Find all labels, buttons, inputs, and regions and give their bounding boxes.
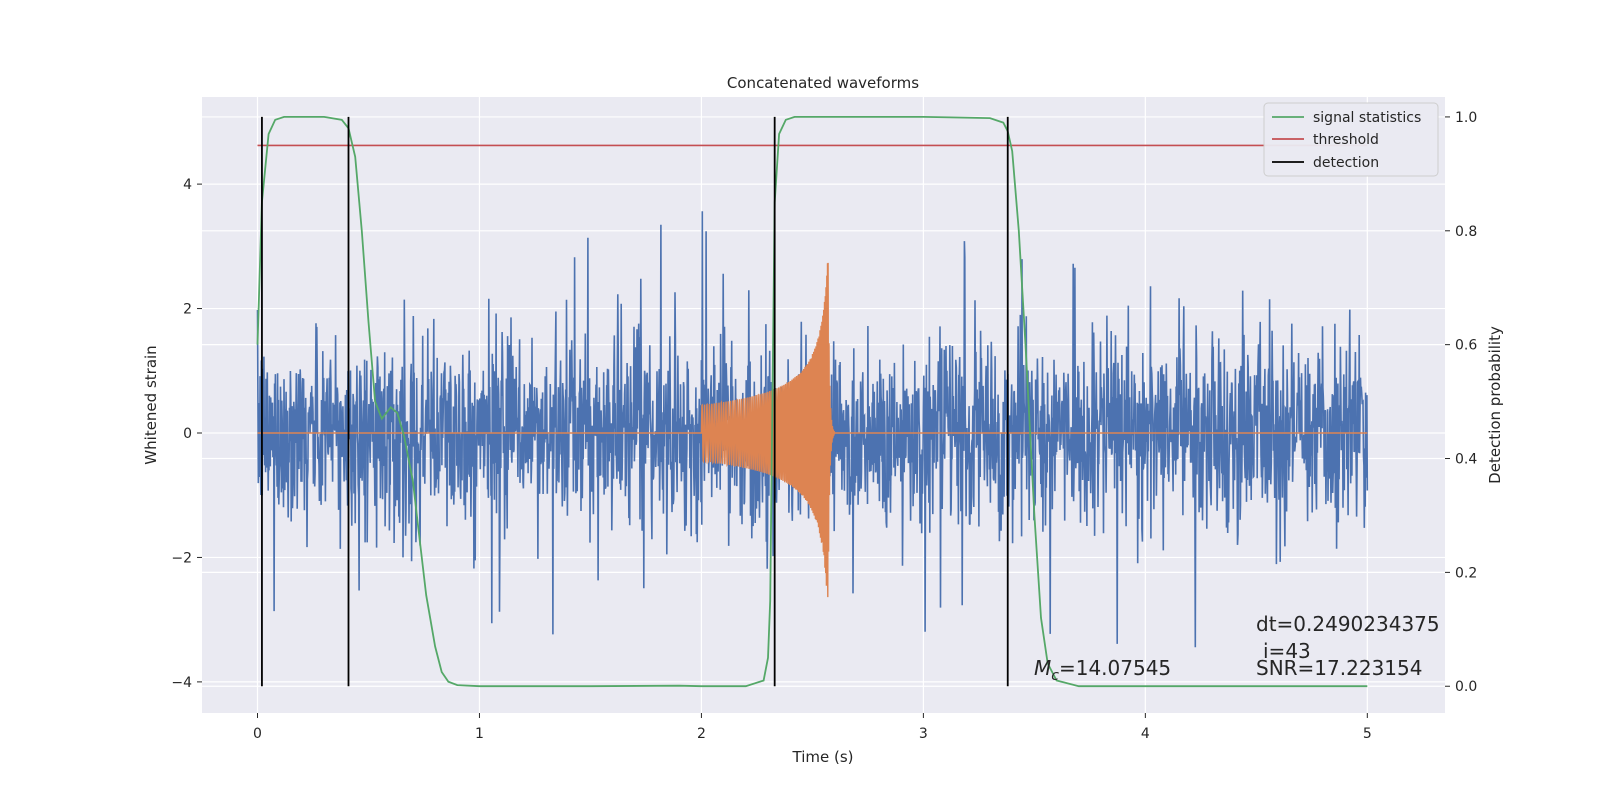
annotation-mc-value: =14.07545 xyxy=(1059,656,1171,680)
annotation-snr: SNR=17.223154 xyxy=(1256,656,1422,680)
annotations: Mc=14.07545 dt=0.2490234375 i=43 SNR=17.… xyxy=(1034,612,1440,684)
chirp-series xyxy=(700,262,836,598)
x-tick-label-2: 2 xyxy=(697,726,706,742)
y-tick-label-2: 0 xyxy=(183,426,192,442)
x-tick-label-3: 3 xyxy=(919,726,928,742)
legend-label-signal: signal statistics xyxy=(1313,110,1421,126)
legend: signal statistics threshold detection xyxy=(1263,102,1439,177)
y-tick-label-3: 2 xyxy=(183,302,192,318)
x-tick-label-4: 4 xyxy=(1141,726,1150,742)
annotation-dt: dt=0.2490234375 xyxy=(1256,612,1440,636)
legend-label-detection: detection xyxy=(1313,155,1379,171)
y2-tick-label-4: 0.8 xyxy=(1455,224,1477,240)
y2-tick-label-0: 0.0 xyxy=(1455,679,1477,695)
annotation-mc: Mc=14.07545 xyxy=(1034,656,1171,684)
y2-tick-label-1: 0.2 xyxy=(1455,565,1477,581)
axis-ticks: 0 1 2 3 4 5 −4 −2 0 2 4 0.0 0.2 0.4 0.6 0.8 1.0 xyxy=(171,110,1477,742)
signal-statistics-line xyxy=(256,116,1368,688)
annotation-i: i=43 xyxy=(1263,639,1311,663)
y2-tick-label-3: 0.6 xyxy=(1455,338,1477,354)
chart-title: Concatenated waveforms xyxy=(727,74,919,92)
legend-box xyxy=(1263,102,1439,177)
grid xyxy=(202,97,1445,713)
x-tick-label-0: 0 xyxy=(253,726,262,742)
annotation-mc-symbol: M xyxy=(1034,656,1051,680)
x-tick-label-5: 5 xyxy=(1363,726,1372,742)
y2-tick-label-5: 1.0 xyxy=(1455,110,1477,126)
y-tick-label-4: 4 xyxy=(183,177,192,193)
y2-tick-label-2: 0.4 xyxy=(1455,452,1477,468)
y-tick-label-0: −4 xyxy=(171,675,192,691)
series xyxy=(256,116,1369,688)
y-tick-label-1: −2 xyxy=(171,550,192,566)
x-tick-label-1: 1 xyxy=(475,726,484,742)
y-axis-title: Whitened strain xyxy=(142,345,160,464)
detection-lines xyxy=(261,116,1009,687)
x-axis-title: Time (s) xyxy=(792,748,854,766)
annotation-mc-subscript: c xyxy=(1051,668,1059,684)
y2-axis-title: Detection probability xyxy=(1486,326,1504,484)
legend-label-threshold: threshold xyxy=(1313,132,1379,148)
